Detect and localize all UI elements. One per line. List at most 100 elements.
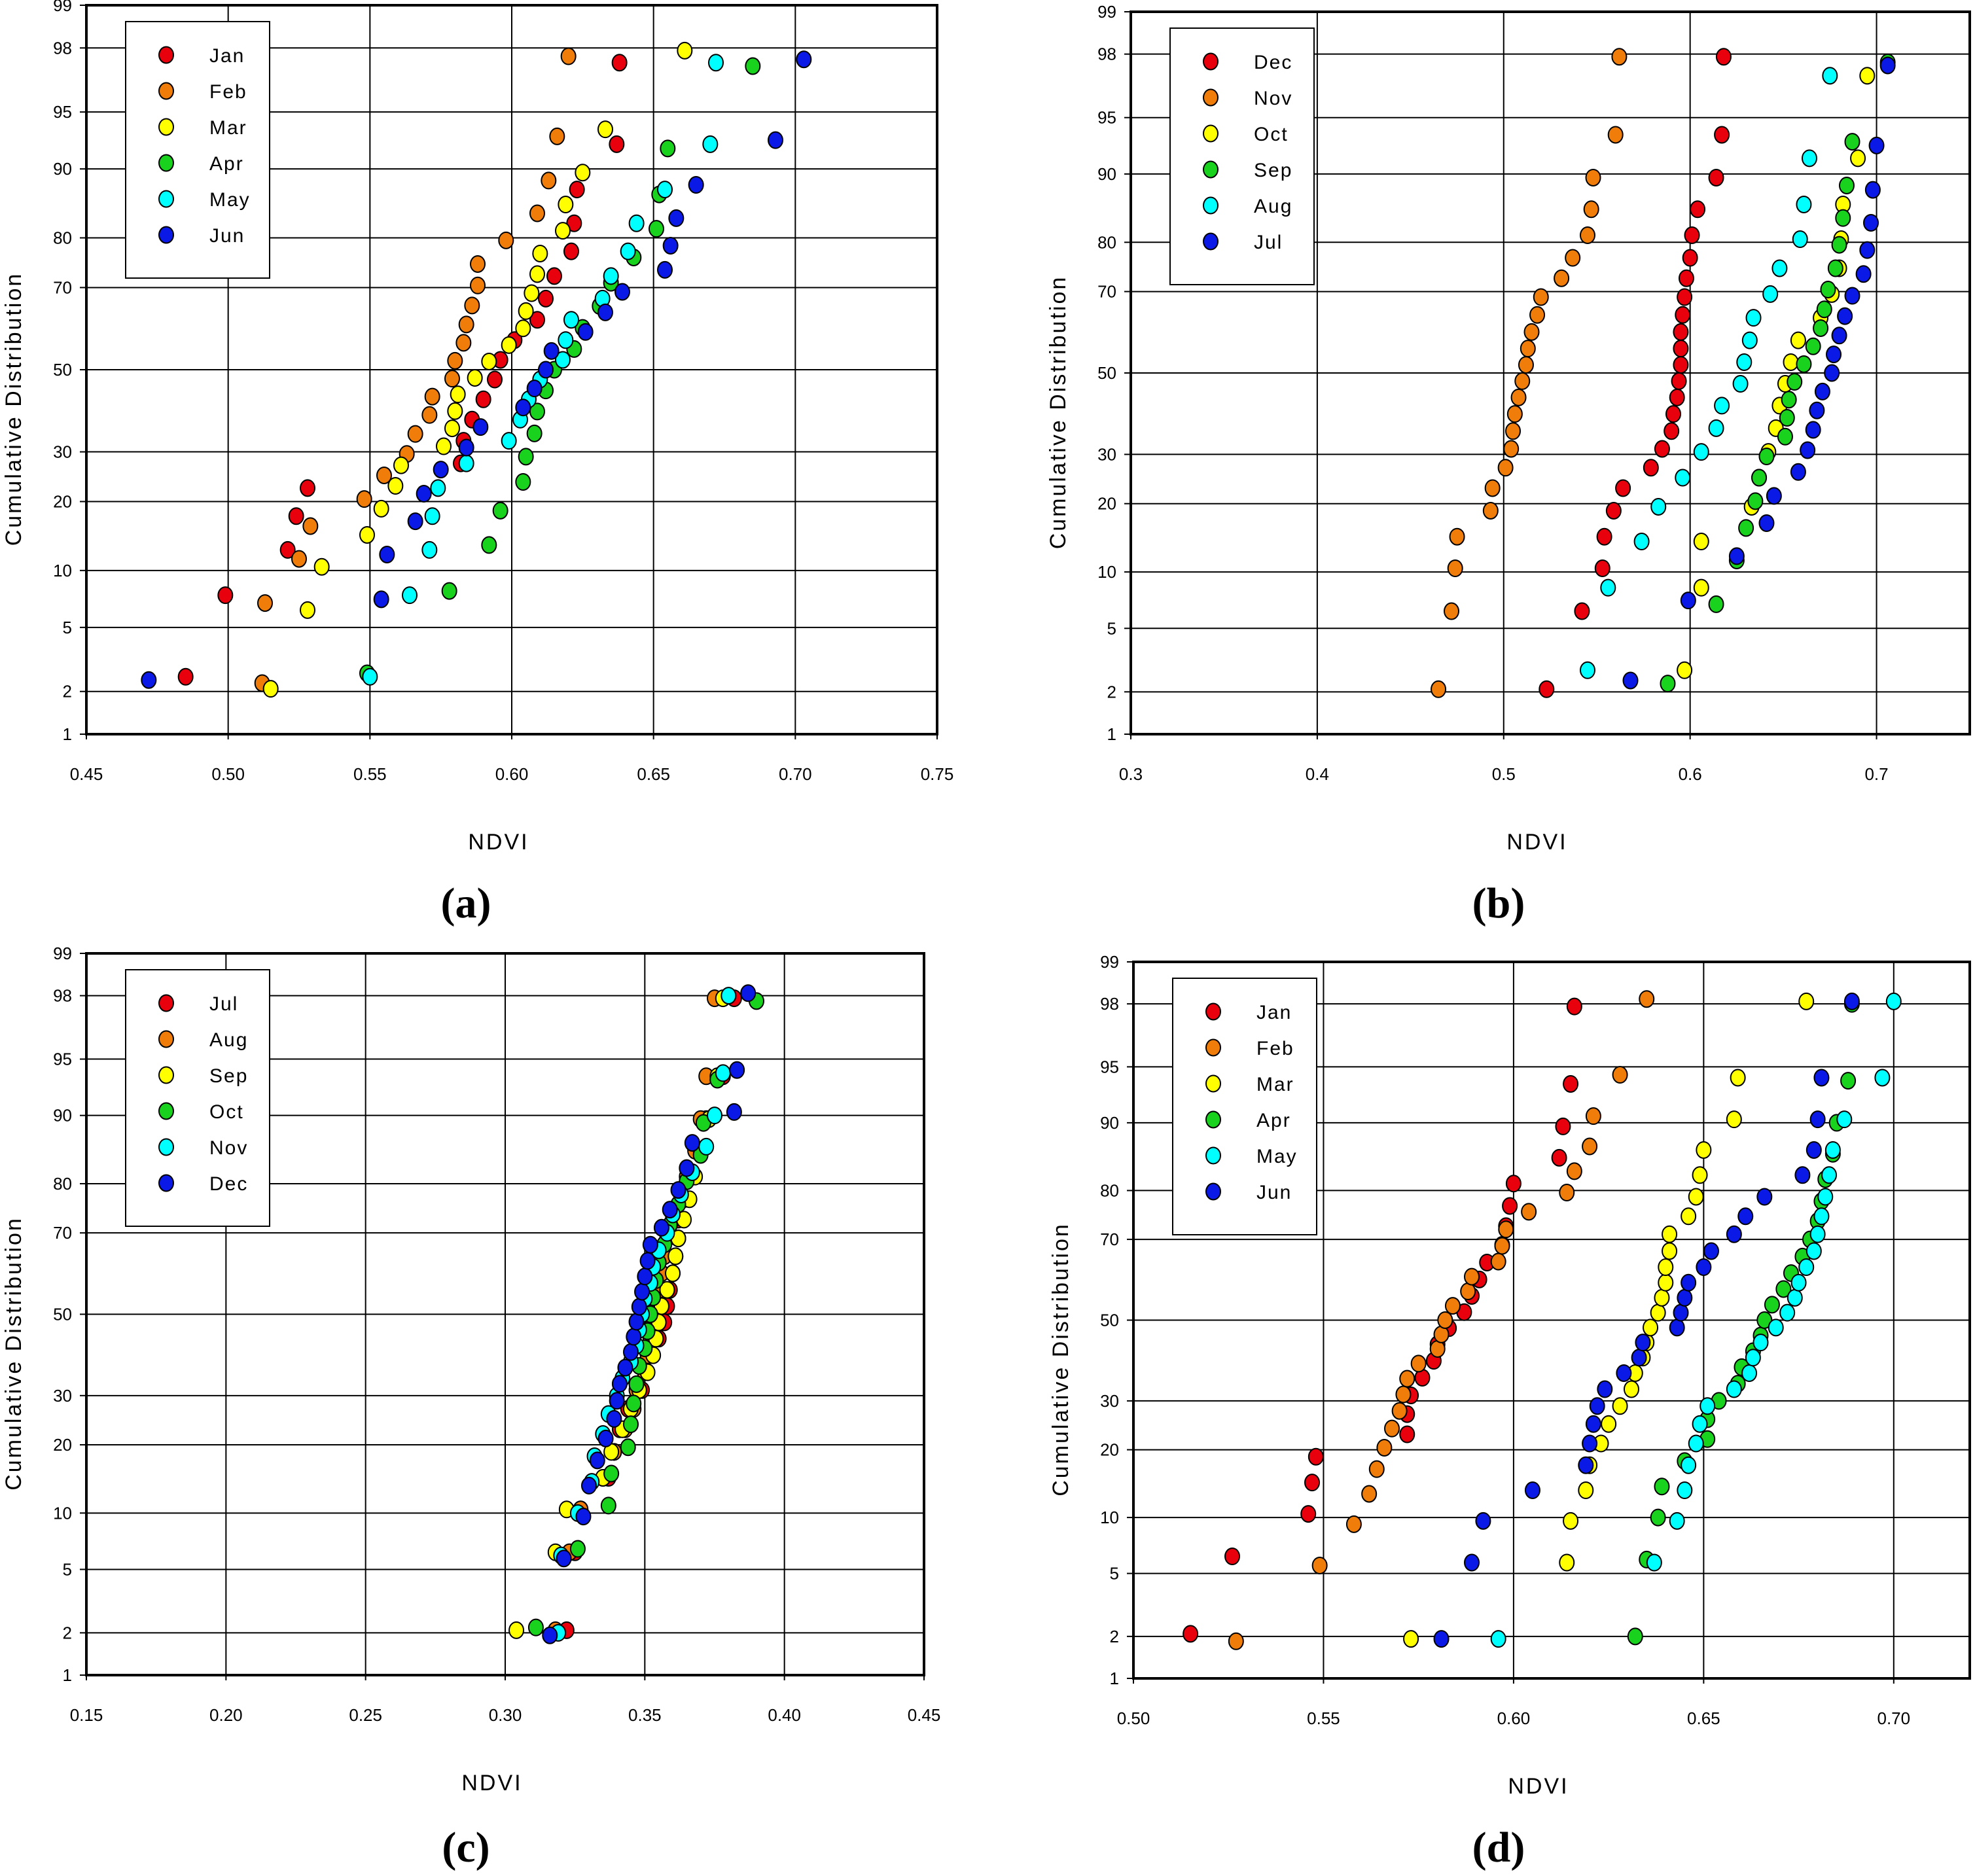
data-point-may — [501, 432, 517, 450]
data-point-feb — [1395, 1385, 1412, 1404]
data-point-dec — [542, 1626, 558, 1644]
data-point-dec — [1671, 372, 1687, 390]
x-tick-label: 0.75 — [921, 764, 954, 784]
data-point-jun — [407, 512, 423, 531]
data-point-jun — [1813, 1069, 1830, 1087]
y-tick-label: 95 — [1097, 108, 1116, 128]
data-point-jan — [611, 54, 628, 72]
data-point-mar — [515, 319, 531, 338]
data-point-jun — [1843, 992, 1860, 1010]
data-point-feb — [1612, 1066, 1628, 1084]
data-point-mar — [436, 437, 452, 455]
data-point-mar — [1623, 1380, 1639, 1398]
data-point-jun — [1703, 1242, 1719, 1260]
data-point-jul — [1790, 463, 1806, 481]
data-point-mar — [524, 284, 540, 302]
data-point-apr — [1840, 1072, 1857, 1090]
legend-marker-jan — [1205, 1002, 1221, 1021]
data-point-jan — [1502, 1197, 1518, 1215]
data-point-jul — [1879, 56, 1896, 75]
data-point-sep — [1781, 391, 1797, 409]
data-point-jan — [1566, 997, 1582, 1016]
data-point-jul — [1766, 487, 1782, 505]
data-point-jun — [1794, 1166, 1811, 1184]
data-point-dec — [1669, 388, 1685, 406]
data-point-mar — [518, 302, 534, 320]
data-point-jun — [373, 590, 389, 609]
legend-label: Jun — [1256, 1182, 1292, 1203]
data-point-may — [1809, 1225, 1826, 1243]
data-point-may — [1821, 1166, 1838, 1184]
y-axis-title: Cumulative Distribution — [1046, 275, 1071, 550]
data-point-mar — [1612, 1397, 1628, 1415]
y-tick-label: 80 — [1100, 1180, 1119, 1200]
data-point-dec — [684, 1134, 700, 1152]
data-point-jul — [1758, 514, 1775, 533]
y-tick-label: 2 — [1110, 1627, 1119, 1646]
legend-label: Oct — [209, 1101, 244, 1123]
data-point-aug — [1633, 533, 1650, 551]
data-point-feb — [1361, 1485, 1378, 1503]
y-tick-label: 70 — [53, 1223, 72, 1243]
data-point-may — [1813, 1207, 1830, 1226]
data-point-may — [362, 667, 378, 686]
legend-marker-jun — [158, 226, 174, 244]
x-tick-label: 0.60 — [1497, 1708, 1531, 1728]
data-point-may — [1836, 1110, 1853, 1129]
data-point-feb — [447, 351, 463, 370]
x-axis-title: NDVI — [1506, 830, 1567, 855]
data-point-oct — [527, 1618, 544, 1637]
data-point-dec — [729, 1061, 745, 1079]
data-point-feb — [1376, 1438, 1393, 1457]
x-tick-label: 0.30 — [489, 1705, 522, 1725]
data-point-may — [1699, 1397, 1716, 1415]
legend-marker-apr — [1205, 1110, 1221, 1129]
legend-marker-may — [1205, 1146, 1221, 1165]
x-tick-label: 0.50 — [211, 764, 245, 784]
data-point-oct — [623, 1415, 639, 1434]
y-tick-label: 30 — [53, 1386, 72, 1406]
data-point-mar — [387, 477, 404, 495]
data-point-dec — [1605, 502, 1622, 520]
data-point-may — [555, 351, 571, 369]
data-point-jul — [1800, 441, 1816, 459]
x-tick-label: 0.40 — [768, 1705, 801, 1725]
data-point-nov — [721, 987, 737, 1005]
data-point-feb — [529, 204, 545, 222]
y-tick-label: 90 — [53, 1106, 72, 1125]
data-point-dec — [631, 1298, 647, 1316]
data-point-nov — [1431, 680, 1447, 698]
data-point-jun — [538, 361, 554, 379]
data-point-may — [1779, 1303, 1796, 1322]
data-point-jan — [1555, 1117, 1571, 1135]
data-point-jun — [1635, 1334, 1651, 1352]
data-point-mar — [373, 499, 389, 518]
data-point-nov — [1449, 527, 1465, 546]
legend-box — [125, 21, 270, 279]
y-tick-label: 90 — [53, 159, 72, 179]
data-point-oct — [1677, 661, 1693, 679]
y-tick-label: 80 — [53, 1174, 72, 1194]
data-point-feb — [1368, 1460, 1385, 1478]
data-point-sep — [667, 1247, 684, 1265]
data-point-jul — [1826, 345, 1842, 364]
y-tick-label: 99 — [53, 944, 72, 963]
data-point-oct — [1790, 331, 1806, 349]
y-tick-label: 30 — [1097, 444, 1116, 464]
data-point-jan — [609, 135, 625, 153]
x-tick-label: 0.4 — [1306, 764, 1329, 784]
data-point-oct — [628, 1375, 645, 1393]
data-point-jun — [433, 461, 449, 479]
data-point-jun — [1677, 1288, 1693, 1307]
x-tick-label: 0.6 — [1679, 764, 1702, 784]
data-point-may — [1768, 1319, 1784, 1337]
data-point-nov — [1529, 306, 1546, 324]
data-point-aug — [1745, 309, 1762, 327]
data-point-aug — [1771, 259, 1788, 277]
data-point-dec — [653, 1218, 669, 1237]
data-point-dec — [606, 1409, 622, 1428]
data-point-apr — [481, 536, 497, 554]
y-axis-title: Cumulative Distribution — [1, 272, 26, 546]
data-point-jun — [379, 545, 395, 563]
y-tick-label: 50 — [53, 360, 72, 380]
